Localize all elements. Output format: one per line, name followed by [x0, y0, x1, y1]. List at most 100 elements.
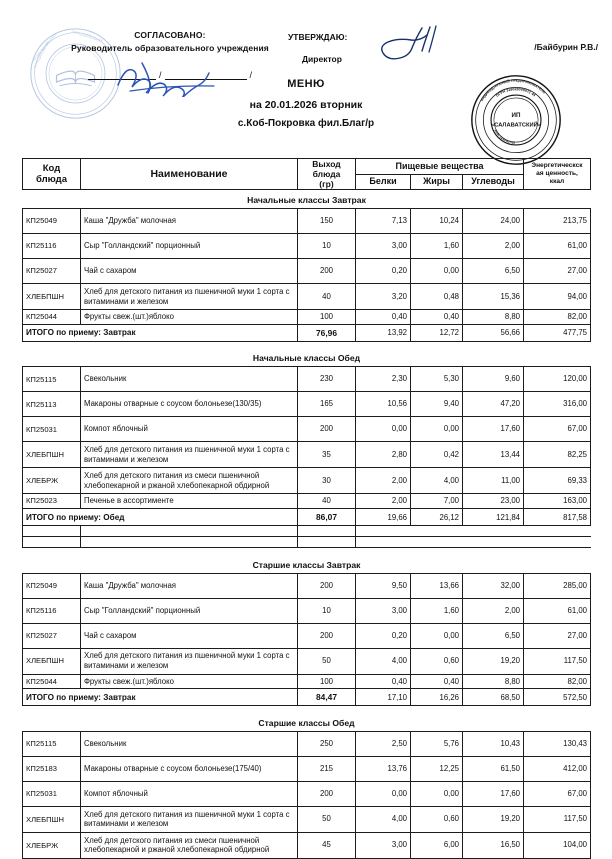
cell-dish-name: Печенье в ассортименте	[80, 493, 298, 510]
table-row: ХЛЕБРЖ Хлеб для детского питания из смеси…	[22, 831, 591, 859]
cell-energy: 94,00	[523, 283, 591, 311]
cell-dish-code: ХЛЕБРЖ	[22, 831, 81, 859]
cell-output: 215	[297, 755, 356, 782]
cell-energy: 27,00	[523, 258, 591, 285]
header-fats: Жиры	[410, 173, 463, 191]
cell-dish-name: Фрукты свеж.(шт.)яблоко	[80, 309, 298, 325]
cell-proteins: 7,13	[355, 208, 411, 235]
cell-output: 100	[297, 309, 356, 325]
header-nutrients-group: Пищевые вещества	[355, 158, 524, 175]
cell-fats: 6,00	[410, 831, 463, 859]
table-row: КП25027 Чай с сахаром 200 0,20 0,00 6,50 27,00	[22, 622, 591, 649]
cell-proteins: 2,80	[355, 441, 411, 469]
cell-output: 35	[297, 441, 356, 469]
approval-left-role: Руководитель образовательного учреждения	[71, 43, 269, 53]
total-proteins: 19,66	[355, 508, 411, 527]
blank-cell	[462, 525, 524, 538]
section-gap	[23, 341, 591, 348]
section-title-row: Начальные классы Обед	[22, 348, 591, 367]
cell-proteins: 2,30	[355, 366, 411, 393]
table-row: КП25031 Компот яблочный 200 0,00 0,00 17,60 67…	[22, 780, 591, 807]
cell-energy: 130,43	[523, 730, 591, 757]
table-row: КП25113 Макароны отварные с соусом болонь…	[22, 391, 591, 418]
cell-carbs: 15,36	[462, 283, 524, 311]
cell-carbs: 6,50	[462, 258, 524, 285]
cell-dish-code: ХЛЕБРЖ	[22, 467, 81, 495]
cell-proteins: 0,00	[355, 416, 411, 443]
cell-proteins: 13,76	[355, 755, 411, 782]
total-carbs: 68,50	[462, 688, 524, 707]
cell-proteins: 9,50	[355, 572, 411, 599]
cell-energy: 117,50	[523, 647, 591, 675]
cell-dish-name: Хлеб для детского питания из пшеничной м…	[80, 441, 298, 469]
header-code: Код блюда	[22, 157, 81, 191]
handwritten-signature-right	[381, 25, 437, 60]
entrepreneur-stamp-icon: ИНДИВИДУАЛЬНЫЙ ПРЕДПРИНИМАТЕЛЬ ОГРН 3180…	[471, 75, 561, 165]
cell-carbs: 24,00	[462, 208, 524, 235]
total-label: ИТОГО по приему: Завтрак	[22, 323, 298, 342]
cell-fats: 7,00	[410, 493, 463, 510]
section-gap	[23, 548, 591, 555]
cell-fats: 0,00	[410, 780, 463, 807]
table-row: КП25044 Фрукты свеж.(шт.)яблоко 100 0,40 0,4…	[22, 673, 591, 690]
table-head: Код блюда Наименование Выход блюда (гр) …	[22, 157, 591, 191]
cell-dish-name: Сыр "Голландский" порционный	[80, 597, 298, 624]
cell-energy: 82,25	[523, 441, 591, 469]
cell-dish-code: КП25115	[22, 730, 81, 757]
cell-output: 45	[297, 831, 356, 859]
cell-energy: 67,00	[523, 416, 591, 443]
cell-proteins: 0,20	[355, 622, 411, 649]
header-energy-line3: ккал	[549, 178, 565, 186]
cell-carbs: 17,60	[462, 416, 524, 443]
cell-output: 30	[297, 467, 356, 495]
cell-energy: 67,00	[523, 780, 591, 807]
table-header-row-2: Белки Жиры Углеводы	[23, 173, 591, 191]
cell-dish-code: КП25115	[22, 366, 81, 393]
cell-dish-name: Компот яблочный	[80, 780, 298, 807]
school-stamp-icon: МУНИЦИПАЛЬНОЕ ОБРАЗОВАТЕЛЬНОЕ УЧРЕЖДЕНИЕ…	[30, 28, 121, 119]
blank-cell	[462, 536, 524, 549]
cell-output: 200	[297, 780, 356, 807]
table-row: КП25116 Сыр "Голландский" порционный 10 3,0…	[22, 597, 591, 624]
section-title: Начальные классы Обед	[22, 348, 591, 367]
table-row: ХЛЕБРЖ Хлеб для детского питания из смеси…	[22, 467, 591, 495]
cell-dish-code: КП25113	[22, 391, 81, 418]
section-title: Старшие классы Обед	[22, 712, 591, 732]
header-output-line2: блюда	[312, 169, 341, 180]
cell-dish-name: Макароны отварные с соусом болоньезе(175…	[80, 755, 298, 782]
blank-cell	[297, 525, 356, 538]
table-row: ХЛЕБПШН Хлеб для детского питания из пшен…	[22, 283, 591, 311]
cell-output: 200	[297, 622, 356, 649]
cell-carbs: 19,20	[462, 805, 524, 833]
cell-fats: 0,42	[410, 441, 463, 469]
cell-dish-name: Каша "Дружба" молочная	[80, 208, 298, 235]
header-energy-line2: ая ценность,	[536, 169, 578, 177]
cell-energy: 61,00	[523, 233, 591, 260]
cell-energy: 69,33	[523, 467, 591, 495]
cell-proteins: 2,50	[355, 730, 411, 757]
cell-dish-code: КП25031	[22, 416, 81, 443]
cell-fats: 0,40	[410, 673, 463, 690]
cell-energy: 61,00	[523, 597, 591, 624]
blank-cell	[22, 525, 81, 538]
cell-fats: 10,24	[410, 208, 463, 235]
cell-carbs: 32,00	[462, 572, 524, 599]
cell-carbs: 8,80	[462, 309, 524, 325]
cell-dish-code: ХЛЕБПШН	[22, 441, 81, 469]
cell-dish-code: КП25044	[22, 673, 81, 690]
cell-proteins: 3,00	[355, 233, 411, 260]
total-fats: 26,12	[410, 508, 463, 527]
cell-proteins: 2,00	[355, 493, 411, 510]
table-row: ХЛЕБПШН Хлеб для детского питания из пшен…	[22, 647, 591, 675]
cell-energy: 412,00	[523, 755, 591, 782]
section-title: Начальные классы Завтрак	[22, 189, 591, 209]
table-header-row-1: Код блюда Наименование Выход блюда (гр) …	[22, 157, 591, 191]
total-proteins: 13,92	[355, 323, 411, 342]
cell-dish-code: КП25116	[22, 597, 81, 624]
cell-dish-code: КП25049	[22, 572, 81, 599]
cell-proteins: 10,56	[355, 391, 411, 418]
cell-fats: 0,00	[410, 622, 463, 649]
cell-fats: 1,60	[410, 597, 463, 624]
cell-fats: 9,40	[410, 391, 463, 418]
blank-cell	[297, 536, 356, 549]
